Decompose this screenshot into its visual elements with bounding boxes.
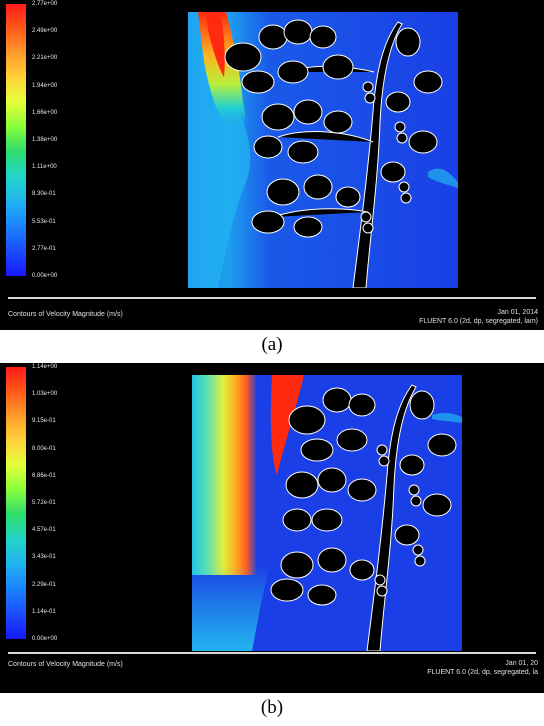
light-blue-region xyxy=(192,565,270,651)
caption-a: (a) xyxy=(261,334,283,355)
light-blue-region xyxy=(188,12,251,288)
legend-tick: 8.00e-01 xyxy=(32,446,56,452)
legend-tick: 0.00e+00 xyxy=(32,636,58,642)
legend-tick: 8.30e-01 xyxy=(32,191,56,197)
colorbar-legend: 2.77e+00 2.49e+00 2.21e+00 1.94e+00 1.66… xyxy=(6,1,68,279)
velocity-contour-field xyxy=(192,375,462,651)
footer-divider xyxy=(8,652,536,654)
colorbar-legend: 1.14e+00 1.03e+00 9.15e-01 8.00e-01 6.86… xyxy=(6,364,68,642)
legend-tick: 1.14e-01 xyxy=(32,609,56,615)
legend-tick: 9.15e-01 xyxy=(32,418,56,424)
legend-tick: 3.43e-01 xyxy=(32,554,56,560)
legend-tick: 1.11e+00 xyxy=(32,164,57,170)
caption-b: (b) xyxy=(260,697,284,718)
jet-core xyxy=(206,12,225,77)
contour-panel-a: 2.77e+00 2.49e+00 2.21e+00 1.94e+00 1.66… xyxy=(0,0,544,330)
wake-region xyxy=(428,168,458,188)
legend-tick: 0.00e+00 xyxy=(32,273,58,279)
wake-region xyxy=(432,412,462,423)
legend-tick: 5.53e-01 xyxy=(32,219,56,225)
velocity-contour-field xyxy=(188,12,458,288)
footer-info: Jan 01, 20 FLUENT 6.0 (2d, dp, segregate… xyxy=(427,659,538,677)
legend-tick: 1.14e+00 xyxy=(32,364,58,370)
footer-date: Jan 01, 2014 xyxy=(497,309,538,316)
footer-date: Jan 01, 20 xyxy=(505,660,538,667)
colorbar xyxy=(6,4,26,276)
legend-tick: 2.29e-01 xyxy=(32,582,56,588)
legend-tick: 1.66e+00 xyxy=(32,110,58,116)
jet-core xyxy=(270,375,304,475)
legend-tick: 2.49e+00 xyxy=(32,28,58,34)
legend-tick: 1.03e+00 xyxy=(32,391,58,397)
legend-tick: 6.86e-01 xyxy=(32,473,56,479)
tree-obstacle xyxy=(270,384,457,651)
legend-tick: 2.77e-01 xyxy=(32,246,56,252)
footer-divider xyxy=(8,297,536,299)
contour-panel-b: 1.14e+00 1.03e+00 9.15e-01 8.00e-01 6.86… xyxy=(0,363,544,693)
legend-tick: 1.94e+00 xyxy=(32,83,58,89)
plot-title: Contours of Velocity Magnitude (m/s) xyxy=(8,661,123,668)
footer-solver: FLUENT 6.0 (2d, dp, segregated, la xyxy=(427,669,538,676)
colorbar xyxy=(6,367,26,639)
tree-obstacle xyxy=(224,19,443,288)
footer-info: Jan 01, 2014 FLUENT 6.0 (2d, dp, segrega… xyxy=(419,308,538,326)
legend-tick: 2.21e+00 xyxy=(32,55,58,61)
legend-tick: 4.57e-01 xyxy=(32,527,56,533)
plot-title: Contours of Velocity Magnitude (m/s) xyxy=(8,311,123,318)
legend-tick: 2.77e+00 xyxy=(32,1,58,7)
footer-solver: FLUENT 6.0 (2d, dp, segregated, lam) xyxy=(419,318,538,325)
legend-tick: 5.72e-01 xyxy=(32,500,56,506)
legend-tick: 1.38e+00 xyxy=(32,137,58,143)
